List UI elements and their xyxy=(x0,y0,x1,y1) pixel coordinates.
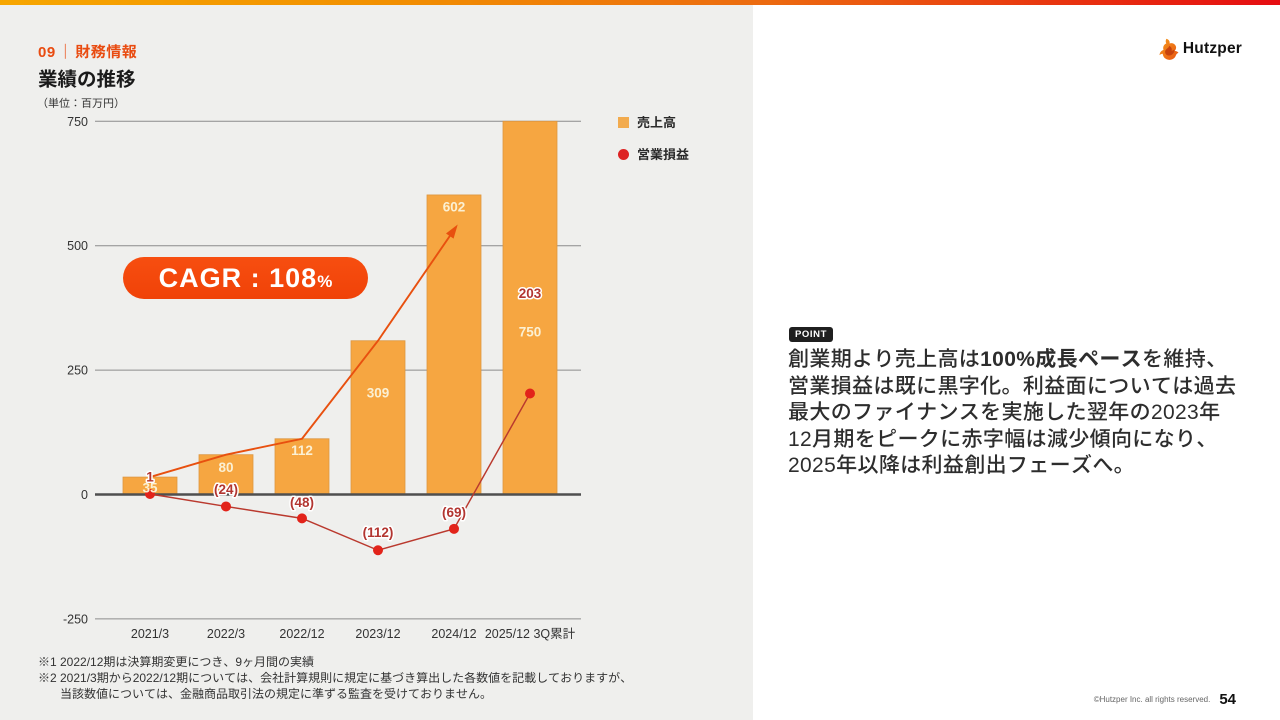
category-label: 2022/3 xyxy=(207,627,245,641)
growth-trend-arrow-line xyxy=(149,226,457,478)
hutzper-logo: Hutzper xyxy=(1158,37,1242,61)
legend-label-operating-income: 営業損益 xyxy=(637,147,690,162)
footnote-2: ※2 2021/3期から2022/12期については、会社計算規則に規定に基づき算… xyxy=(38,670,632,702)
page-number: 54 xyxy=(1219,691,1236,708)
operating-income-dot xyxy=(525,388,535,399)
top-accent-strip xyxy=(0,0,1280,5)
section-separator: ｜ xyxy=(57,44,74,61)
revenue-value-label: 309 xyxy=(367,386,390,401)
operating-income-value-label: 203 xyxy=(519,286,542,301)
operating-income-dot xyxy=(297,513,307,524)
revenue-bar xyxy=(502,120,558,495)
category-label: 2025/12 3Q累計 xyxy=(485,627,576,641)
revenue-value-label: 80 xyxy=(218,460,233,475)
y-tick-label: 0 xyxy=(81,488,88,502)
copyright: ©Hutzper Inc. all rights reserved. xyxy=(1093,695,1211,704)
footnote-1-marker: ※1 xyxy=(38,655,57,669)
operating-income-line xyxy=(149,393,531,551)
legend-label-revenue: 売上高 xyxy=(637,115,677,130)
operating-income-value-label: (24) xyxy=(214,482,238,497)
cagr-text: CAGR : 108% xyxy=(158,262,333,293)
legend-item-revenue: 売上高 xyxy=(618,115,689,130)
operating-income-value-label: (48) xyxy=(290,495,314,510)
section-title: 財務情報 xyxy=(75,44,138,61)
y-tick-label: 500 xyxy=(67,239,88,253)
revenue-bar xyxy=(198,454,254,495)
commentary-panel: Hutzper POINT 創業期より売上高は100%成長ペースを維持、 営業損益… xyxy=(753,0,1280,720)
operating-income-swatch-icon xyxy=(618,149,629,160)
y-tick-label: -250 xyxy=(63,612,88,626)
performance-chart: 750 500 250 0 -250 35 80 112 309 602 750 1 (24) (48) (… xyxy=(63,115,581,641)
page-title: 業績の推移 xyxy=(38,69,136,91)
footnotes: ※1 2022/12期は決算期変更につき、9ヶ月間の実績 ※2 2021/3期か… xyxy=(38,654,632,702)
revenue-bar xyxy=(350,340,406,495)
point-text: 創業期より売上高は100%成長ペースを維持、 営業損益は既に黒字化。利益面について… xyxy=(788,348,1237,477)
y-tick-label: 250 xyxy=(67,364,88,378)
point-bold: 100%成長ペース xyxy=(980,348,1143,371)
hutzper-flame-icon xyxy=(1159,38,1179,60)
operating-income-value-label: (69) xyxy=(442,505,466,520)
cagr-percent-sign: % xyxy=(317,271,333,291)
revenue-bar xyxy=(274,438,330,495)
chart-panel: 09 ｜財務情報 業績の推移 （単位：百万円） 750 500 250 0 -250 35 8… xyxy=(0,0,753,720)
revenue-value-label: 35 xyxy=(142,481,158,496)
category-label: 2022/12 xyxy=(279,627,324,641)
footnote-1: ※1 2022/12期は決算期変更につき、9ヶ月間の実績 xyxy=(38,654,632,670)
logo-text: Hutzper xyxy=(1182,40,1242,57)
unit-note: （単位：百万円） xyxy=(37,98,125,110)
footnote-2-marker: ※2 xyxy=(38,671,57,685)
growth-trend-arrowhead-icon xyxy=(445,224,458,239)
section-header: 09 ｜財務情報 xyxy=(38,41,137,62)
footnote-1-text: 2022/12期は決算期変更につき、9ヶ月間の実績 xyxy=(60,655,315,669)
footer: ©Hutzper Inc. all rights reserved. 54 xyxy=(1094,691,1236,708)
legend-item-operating-income: 営業損益 xyxy=(618,147,690,162)
point-badge: POINT xyxy=(789,327,834,342)
category-label: 2021/3 xyxy=(131,627,169,641)
operating-income-value-label: (112) xyxy=(363,525,394,540)
operating-income-dot xyxy=(145,489,155,500)
footnote-2-text: 2021/3期から2022/12期については、会社計算規則に規定に基づき算出した… xyxy=(60,671,633,701)
category-label: 2023/12 xyxy=(355,627,400,641)
category-label: 2024/12 xyxy=(431,627,476,641)
operating-income-dot xyxy=(221,501,231,512)
operating-income-value-label: 1 xyxy=(146,470,154,485)
revenue-bar xyxy=(426,194,482,495)
y-tick-label: 750 xyxy=(67,115,88,129)
operating-income-dot xyxy=(449,523,459,534)
cagr-badge: CAGR : 108% xyxy=(123,257,368,299)
chart-legend: 売上高 営業損益 xyxy=(618,115,690,181)
revenue-value-label: 602 xyxy=(443,200,466,215)
revenue-value-label: 750 xyxy=(519,325,542,340)
revenue-swatch-icon xyxy=(618,117,629,128)
revenue-value-label: 112 xyxy=(291,443,313,458)
section-number: 09 xyxy=(38,44,56,61)
operating-income-dot xyxy=(373,545,383,556)
